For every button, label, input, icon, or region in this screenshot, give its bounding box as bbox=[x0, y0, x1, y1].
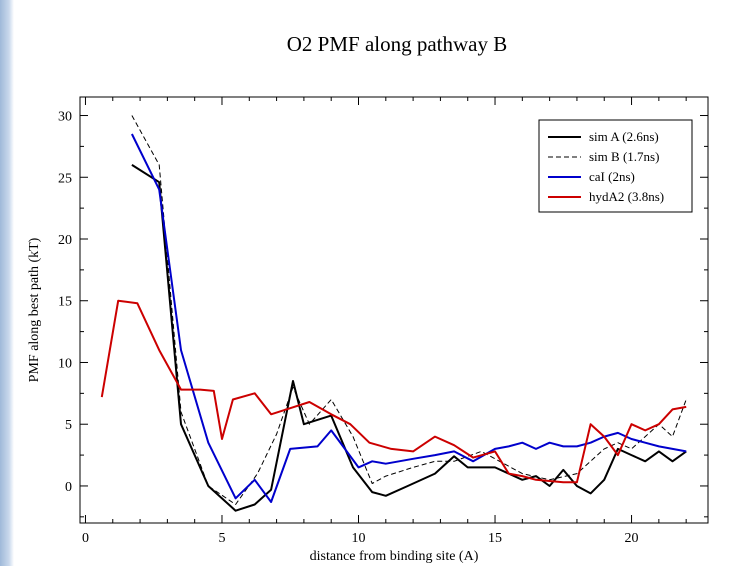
y-tick-label: 5 bbox=[65, 418, 72, 433]
x-tick-label: 0 bbox=[82, 531, 89, 546]
y-axis: 0 5 10 15 20 25 30 bbox=[58, 110, 708, 518]
x-tick-label: 20 bbox=[625, 531, 639, 546]
legend: sim A (2.6ns) sim B (1.7ns) caI (2ns) hydA2… bbox=[538, 119, 693, 213]
x-axis-label: distance from binding site (A) bbox=[310, 549, 479, 564]
legend-label: hydA2 (3.8ns) bbox=[589, 189, 664, 204]
legend-label: caI (2ns) bbox=[589, 169, 635, 184]
x-tick-label: 15 bbox=[488, 531, 502, 546]
chart-title: O2 PMF along pathway B bbox=[287, 32, 508, 56]
y-tick-label: 30 bbox=[58, 110, 72, 125]
legend-label: sim A (2.6ns) bbox=[589, 129, 659, 144]
y-tick-label: 15 bbox=[58, 295, 72, 310]
y-tick-label: 20 bbox=[58, 233, 72, 248]
legend-label: sim B (1.7ns) bbox=[589, 149, 659, 164]
x-tick-label: 10 bbox=[352, 531, 366, 546]
plot-frame bbox=[79, 96, 709, 524]
y-tick-label: 10 bbox=[58, 356, 72, 371]
y-axis-label: PMF along best path (kT) bbox=[27, 237, 42, 382]
x-tick-label: 5 bbox=[218, 531, 225, 546]
series-group bbox=[100, 115, 687, 512]
x-axis: 0 5 10 15 20 bbox=[82, 97, 687, 546]
y-tick-label: 0 bbox=[65, 480, 72, 495]
series-line-3 bbox=[100, 299, 687, 484]
y-tick-label: 25 bbox=[58, 171, 72, 186]
